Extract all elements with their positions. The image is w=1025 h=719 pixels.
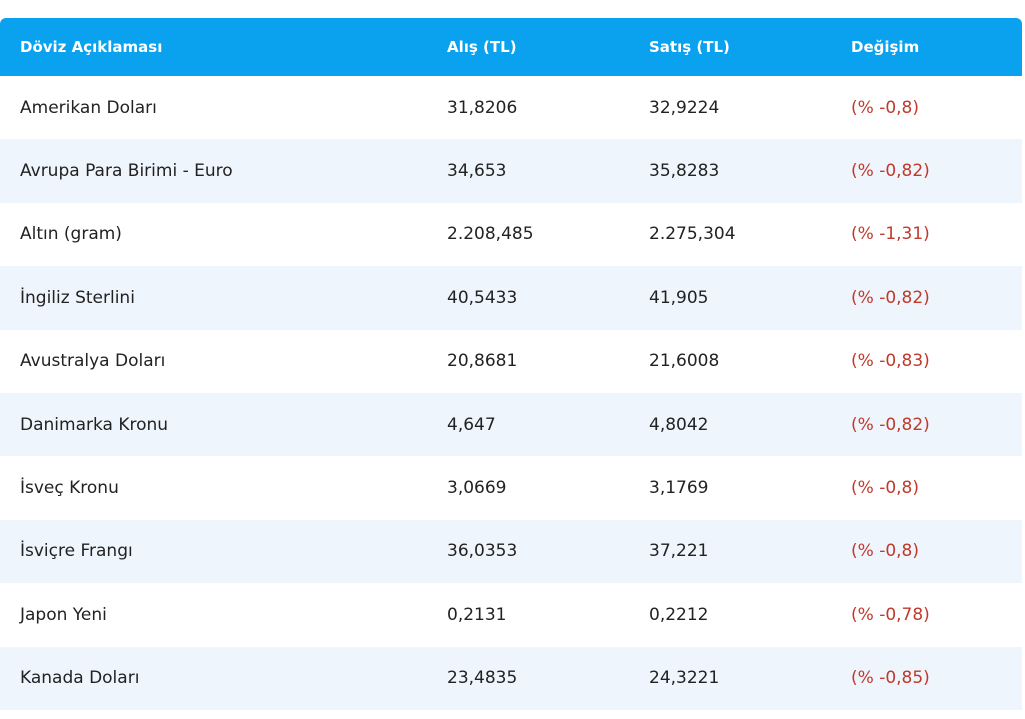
buy-value: 34,653 [447, 161, 507, 182]
sell-value: 37,221 [649, 541, 709, 562]
table-header: Döviz Açıklaması Alış (TL) Satış (TL) De… [0, 18, 1022, 76]
table-row: Amerikan Doları 31,8206 32,9224 (% -0,8) [0, 76, 1022, 140]
header-buy: Alış (TL) [447, 38, 517, 56]
header-change: Değişim [851, 38, 920, 56]
change-value: (% -0,82) [851, 414, 930, 435]
currency-name: İsveç Kronu [20, 478, 119, 499]
change-value: (% -0,82) [851, 287, 930, 308]
currency-table: Döviz Açıklaması Alış (TL) Satış (TL) De… [0, 18, 1022, 710]
buy-value: 4,647 [447, 414, 496, 435]
header-row: Döviz Açıklaması Alış (TL) Satış (TL) De… [0, 18, 1022, 76]
table-row: Japon Yeni 0,2131 0,2212 (% -0,78) [0, 583, 1022, 647]
sell-value: 41,905 [649, 287, 709, 308]
currency-name: Avustralya Doları [20, 351, 166, 372]
table-row: Danimarka Kronu 4,647 4,8042 (% -0,82) [0, 392, 1022, 457]
sell-value: 24,3221 [649, 668, 720, 689]
sell-value: 35,8283 [649, 161, 720, 182]
sell-value: 0,2212 [649, 604, 709, 625]
currency-table-container: Döviz Açıklaması Alış (TL) Satış (TL) De… [0, 18, 1022, 710]
buy-value: 3,0669 [447, 478, 507, 499]
change-value: (% -0,8) [851, 541, 919, 562]
currency-name: Altın (gram) [20, 224, 122, 245]
buy-value: 2.208,485 [447, 224, 534, 245]
sell-value: 3,1769 [649, 478, 709, 499]
change-value: (% -0,83) [851, 351, 930, 372]
change-value: (% -0,78) [851, 604, 930, 625]
header-currency-description: Döviz Açıklaması [20, 38, 163, 56]
buy-value: 31,8206 [447, 97, 518, 118]
buy-value: 36,0353 [447, 541, 518, 562]
change-value: (% -0,85) [851, 668, 930, 689]
buy-value: 40,5433 [447, 287, 518, 308]
sell-value: 4,8042 [649, 414, 709, 435]
table-row: İsviçre Frangı 36,0353 37,221 (% -0,8) [0, 519, 1022, 584]
change-value: (% -1,31) [851, 224, 930, 245]
table-row: İngiliz Sterlini 40,5433 41,905 (% -0,82… [0, 266, 1022, 330]
table-body: Amerikan Doları 31,8206 32,9224 (% -0,8)… [0, 76, 1022, 710]
currency-name: İsviçre Frangı [20, 541, 133, 562]
page-bottom-spacer [0, 710, 1022, 719]
table-row: Kanada Doları 23,4835 24,3221 (% -0,85) [0, 646, 1022, 710]
buy-value: 0,2131 [447, 604, 507, 625]
buy-value: 20,8681 [447, 351, 518, 372]
header-sell: Satış (TL) [649, 38, 730, 56]
buy-value: 23,4835 [447, 668, 518, 689]
change-value: (% -0,8) [851, 97, 919, 118]
currency-name: Japon Yeni [20, 604, 107, 625]
table-row: İsveç Kronu 3,0669 3,1769 (% -0,8) [0, 456, 1022, 520]
sell-value: 21,6008 [649, 351, 720, 372]
currency-name: İngiliz Sterlini [20, 287, 135, 308]
table-row: Altın (gram) 2.208,485 2.275,304 (% -1,3… [0, 202, 1022, 267]
change-value: (% -0,8) [851, 478, 919, 499]
sell-value: 2.275,304 [649, 224, 736, 245]
table-row: Avrupa Para Birimi - Euro 34,653 35,8283… [0, 139, 1022, 203]
currency-name: Amerikan Doları [20, 97, 157, 118]
table-row: Avustralya Doları 20,8681 21,6008 (% -0,… [0, 329, 1022, 393]
sell-value: 32,9224 [649, 97, 720, 118]
currency-name: Avrupa Para Birimi - Euro [20, 161, 233, 182]
currency-name: Kanada Doları [20, 668, 140, 689]
change-value: (% -0,82) [851, 161, 930, 182]
currency-name: Danimarka Kronu [20, 414, 169, 435]
